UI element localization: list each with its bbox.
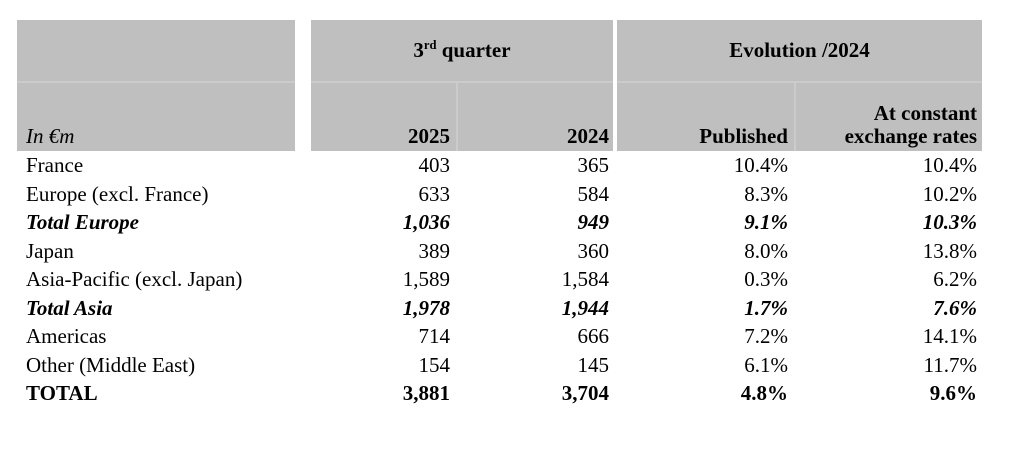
value-constant-rates: 6.2% <box>933 267 977 291</box>
row-label: France <box>26 153 84 177</box>
header-blank-cell <box>17 20 295 81</box>
value-constant-rates: 10.2% <box>922 181 977 206</box>
ordinal-superscript: rd <box>423 38 437 52</box>
quarter-group-label: 3rd quarter <box>413 38 511 62</box>
value-constant-rates: 7.6% <box>933 295 977 320</box>
value-published: 6.1% <box>744 352 788 377</box>
value-2024: 145 <box>577 352 610 377</box>
header-group-quarter: 3rd quarter <box>311 20 613 81</box>
value-2025: 633 <box>418 181 451 206</box>
header-group-evolution: Evolution /2024 <box>617 20 982 81</box>
value-constant-rates: 11.7% <box>923 352 977 377</box>
evolution-group-label: Evolution /2024 <box>729 38 870 62</box>
value-published: 8.3% <box>744 181 788 206</box>
value-2024: 949 <box>577 210 610 234</box>
column-header-2024: 2024 <box>456 81 613 151</box>
value-published: 9.1% <box>744 210 788 234</box>
row-label: Total Asia <box>26 295 113 320</box>
value-constant-rates: 10.4% <box>922 153 977 177</box>
row-label: TOTAL <box>26 381 98 405</box>
value-constant-rates: 9.6% <box>929 381 977 405</box>
value-published: 8.0% <box>744 238 788 263</box>
value-2025: 714 <box>418 324 451 348</box>
value-constant-rates: 10.3% <box>922 210 977 234</box>
value-2025: 1,589 <box>402 267 450 291</box>
regional-revenue-table: 3rd quarter Evolution /2024 In €m 2025 2… <box>17 20 982 408</box>
value-2024: 3,704 <box>561 381 609 405</box>
value-constant-rates: 14.1% <box>922 324 977 348</box>
row-label: Americas <box>26 324 107 348</box>
value-2024: 365 <box>577 153 610 177</box>
row-label: Japan <box>26 238 74 263</box>
value-2025: 389 <box>418 238 451 263</box>
value-2025: 1,036 <box>402 210 450 234</box>
unit-label: In €m <box>17 81 295 151</box>
value-2024: 584 <box>577 181 610 206</box>
column-header-2025: 2025 <box>311 81 456 151</box>
value-constant-rates: 13.8% <box>922 238 977 263</box>
value-2025: 403 <box>418 153 451 177</box>
value-2024: 666 <box>577 324 610 348</box>
value-published: 7.2% <box>744 324 788 348</box>
value-published: 4.8% <box>740 381 788 405</box>
column-header-published: Published <box>617 81 794 151</box>
value-2025: 154 <box>418 352 451 377</box>
value-2025: 1,978 <box>402 295 450 320</box>
value-published: 0.3% <box>744 267 788 291</box>
value-published: 1.7% <box>744 295 788 320</box>
row-label: Europe (excl. France) <box>26 181 209 206</box>
row-label: Total Europe <box>26 210 139 234</box>
value-2024: 1,584 <box>561 267 609 291</box>
row-label: Other (Middle East) <box>26 352 196 377</box>
row-label: Asia-Pacific (excl. Japan) <box>26 267 243 291</box>
value-2024: 360 <box>577 238 610 263</box>
value-published: 10.4% <box>733 153 788 177</box>
column-header-constant-rates: At constant exchange rates <box>794 81 982 151</box>
value-2024: 1,944 <box>561 295 609 320</box>
value-2025: 3,881 <box>402 381 450 405</box>
